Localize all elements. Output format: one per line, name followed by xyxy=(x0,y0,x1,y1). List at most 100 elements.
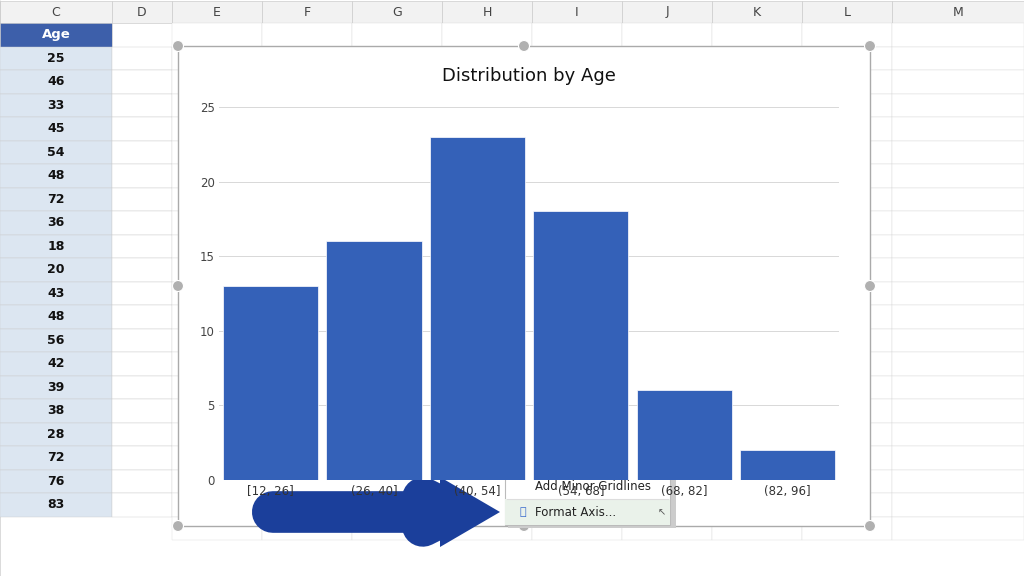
Bar xyxy=(172,352,262,376)
Bar xyxy=(0,117,112,141)
Bar xyxy=(262,188,352,211)
Bar xyxy=(505,291,670,525)
Bar xyxy=(172,305,262,328)
Bar xyxy=(508,291,676,528)
Bar xyxy=(802,423,892,446)
Bar xyxy=(892,423,1024,446)
Bar xyxy=(0,164,112,188)
Bar xyxy=(637,391,732,480)
Bar xyxy=(712,188,802,211)
Bar xyxy=(172,493,262,517)
Bar xyxy=(442,305,532,328)
Bar xyxy=(532,117,622,141)
Bar xyxy=(172,23,262,47)
Bar xyxy=(802,234,892,258)
Bar xyxy=(0,258,112,282)
Bar xyxy=(892,352,1024,376)
Bar xyxy=(712,117,802,141)
Bar xyxy=(442,258,532,282)
Bar xyxy=(442,70,532,93)
Title: Distribution by Age: Distribution by Age xyxy=(442,67,616,85)
Text: K: K xyxy=(753,6,761,18)
Bar xyxy=(262,328,352,352)
Bar xyxy=(532,423,622,446)
Text: H: H xyxy=(482,6,492,18)
Bar xyxy=(352,258,442,282)
Bar xyxy=(0,188,112,211)
Bar xyxy=(112,117,172,141)
FancyArrow shape xyxy=(543,256,549,275)
Bar xyxy=(112,423,172,446)
Bar xyxy=(622,188,712,211)
Bar xyxy=(622,47,712,70)
Bar xyxy=(622,258,712,282)
Bar xyxy=(712,469,802,493)
Bar xyxy=(802,469,892,493)
Bar xyxy=(494,253,522,281)
Bar xyxy=(352,517,442,540)
Text: M: M xyxy=(952,6,964,18)
Bar xyxy=(622,282,712,305)
Bar xyxy=(270,492,440,532)
Bar xyxy=(442,23,532,47)
Bar xyxy=(442,164,532,188)
Bar xyxy=(442,1,532,23)
Bar xyxy=(892,47,1024,70)
Text: 72: 72 xyxy=(47,193,65,206)
Bar xyxy=(442,469,532,493)
Bar xyxy=(892,164,1024,188)
Bar xyxy=(172,258,262,282)
Bar xyxy=(442,117,532,141)
Text: D: D xyxy=(137,6,146,18)
Bar xyxy=(622,23,712,47)
Bar xyxy=(498,278,506,281)
Text: E: E xyxy=(213,6,221,18)
Bar xyxy=(892,93,1024,117)
Bar xyxy=(262,352,352,376)
Circle shape xyxy=(172,521,183,532)
Bar xyxy=(622,517,712,540)
Bar xyxy=(712,328,802,352)
Bar xyxy=(892,282,1024,305)
Bar xyxy=(892,211,1024,234)
Text: I: I xyxy=(575,6,579,18)
Bar xyxy=(712,517,802,540)
Bar xyxy=(892,517,1024,540)
Bar xyxy=(352,117,442,141)
Bar xyxy=(622,164,712,188)
Circle shape xyxy=(864,521,876,532)
Text: A: A xyxy=(518,350,527,362)
Bar xyxy=(262,517,352,540)
Bar xyxy=(112,141,172,164)
Text: Outline: Outline xyxy=(528,281,564,291)
Bar xyxy=(172,70,262,93)
Bar xyxy=(532,493,622,517)
Bar xyxy=(352,47,442,70)
Bar xyxy=(0,282,112,305)
Bar xyxy=(517,406,521,410)
Bar xyxy=(442,141,532,164)
Text: Select Data...: Select Data... xyxy=(535,401,614,415)
Text: Reset to Match Style: Reset to Match Style xyxy=(535,324,656,336)
Bar xyxy=(262,1,352,23)
Bar xyxy=(802,352,892,376)
Bar xyxy=(112,234,172,258)
Circle shape xyxy=(518,521,529,532)
Bar xyxy=(892,399,1024,423)
Bar xyxy=(802,517,892,540)
Bar xyxy=(352,141,442,164)
Bar xyxy=(892,305,1024,328)
Bar xyxy=(112,70,172,93)
Text: 25: 25 xyxy=(47,52,65,65)
Bar xyxy=(172,93,262,117)
Bar xyxy=(112,305,172,328)
Bar xyxy=(262,469,352,493)
Bar xyxy=(352,423,442,446)
Text: J: J xyxy=(666,6,669,18)
Bar xyxy=(442,517,532,540)
Circle shape xyxy=(172,40,183,51)
Bar xyxy=(0,211,112,234)
Bar xyxy=(0,446,112,469)
Bar xyxy=(712,23,802,47)
Bar xyxy=(622,117,712,141)
